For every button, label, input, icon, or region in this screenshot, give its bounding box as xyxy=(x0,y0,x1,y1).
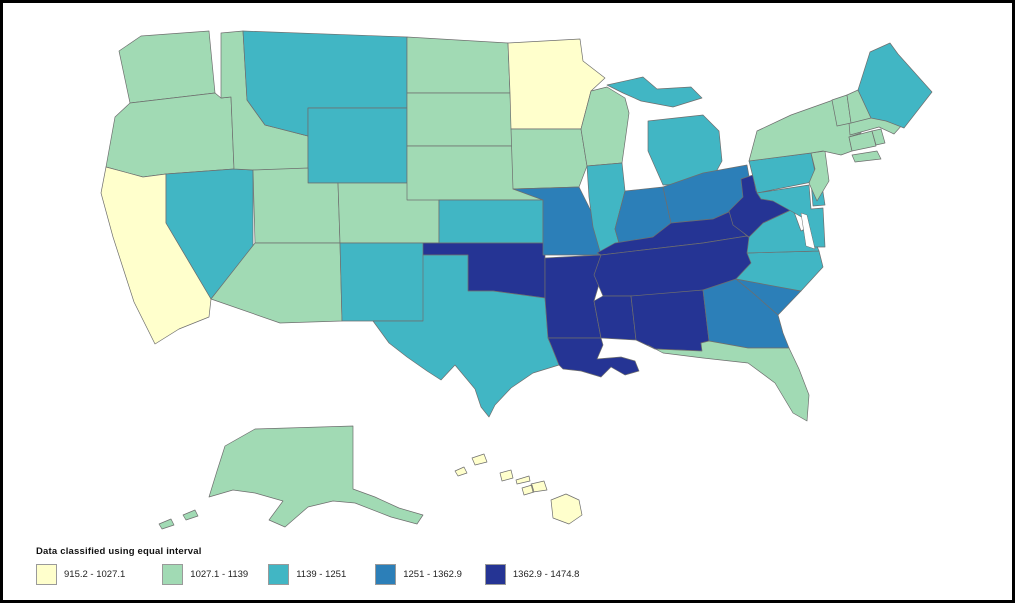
legend: Data classified using equal interval 915… xyxy=(36,546,579,585)
state-SD xyxy=(406,92,514,147)
legend-label-2: 1027.1 - 1139 xyxy=(190,569,249,580)
state-HI xyxy=(454,453,583,525)
state-CT xyxy=(848,130,877,152)
state-WY xyxy=(307,107,408,184)
state-ND xyxy=(406,36,511,94)
legend-label-5: 1362.9 - 1474.8 xyxy=(512,569,580,580)
legend-item-1: 915.2 - 1027.1 xyxy=(36,564,125,585)
legend-item-5: 1362.9 - 1474.8 xyxy=(484,564,580,585)
state-KS xyxy=(438,199,544,244)
state-ME xyxy=(857,42,933,129)
chesapeake-bay xyxy=(800,212,816,250)
state-AL xyxy=(630,289,710,352)
legend-item-2: 1027.1 - 1139 xyxy=(162,564,248,585)
legend-swatch-4 xyxy=(375,564,397,585)
state-RI xyxy=(871,128,886,146)
legend-swatch-1 xyxy=(36,564,57,585)
state-WA xyxy=(118,30,216,104)
legend-label-4: 1251 - 1362.9 xyxy=(403,569,462,580)
legend-item-4: 1251 - 1362.9 xyxy=(375,564,462,585)
state-OR xyxy=(105,92,235,178)
state-WI xyxy=(580,86,630,167)
legend-item-3: 1139 - 1251 xyxy=(268,564,346,585)
legend-swatch-2 xyxy=(162,564,184,585)
state-AK xyxy=(158,425,424,530)
legend-swatch-3 xyxy=(268,564,290,585)
state-CA xyxy=(100,166,212,345)
state-AZ xyxy=(210,242,343,324)
legend-items: 915.2 - 1027.1 1027.1 - 1139 1139 - 1251 12… xyxy=(36,564,579,585)
state-IA xyxy=(510,128,588,190)
us-map xyxy=(100,30,933,530)
legend-title: Data classified using equal interval xyxy=(36,546,202,557)
legend-label-3: 1139 - 1251 xyxy=(296,569,347,580)
state-MS xyxy=(593,295,637,341)
state-AR xyxy=(544,254,604,339)
state-LA xyxy=(547,337,640,378)
legend-swatch-5 xyxy=(484,564,506,585)
legend-label-1: 915.2 - 1027.1 xyxy=(64,569,126,580)
state-FL xyxy=(647,340,810,422)
state-TX xyxy=(372,254,560,418)
